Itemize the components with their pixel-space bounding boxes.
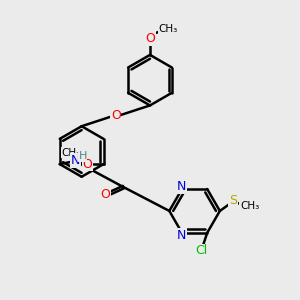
- Text: Cl: Cl: [196, 244, 208, 257]
- Text: CH₃: CH₃: [61, 148, 80, 158]
- Text: CH₃: CH₃: [240, 202, 259, 212]
- Text: CH₃: CH₃: [158, 24, 178, 34]
- Text: N: N: [71, 154, 80, 167]
- Text: H: H: [79, 152, 87, 161]
- Text: O: O: [145, 32, 155, 45]
- Text: S: S: [229, 194, 237, 207]
- Text: O: O: [82, 158, 92, 171]
- Text: O: O: [101, 188, 111, 201]
- Text: N: N: [177, 180, 186, 193]
- Text: O: O: [111, 109, 121, 122]
- Text: N: N: [177, 229, 186, 242]
